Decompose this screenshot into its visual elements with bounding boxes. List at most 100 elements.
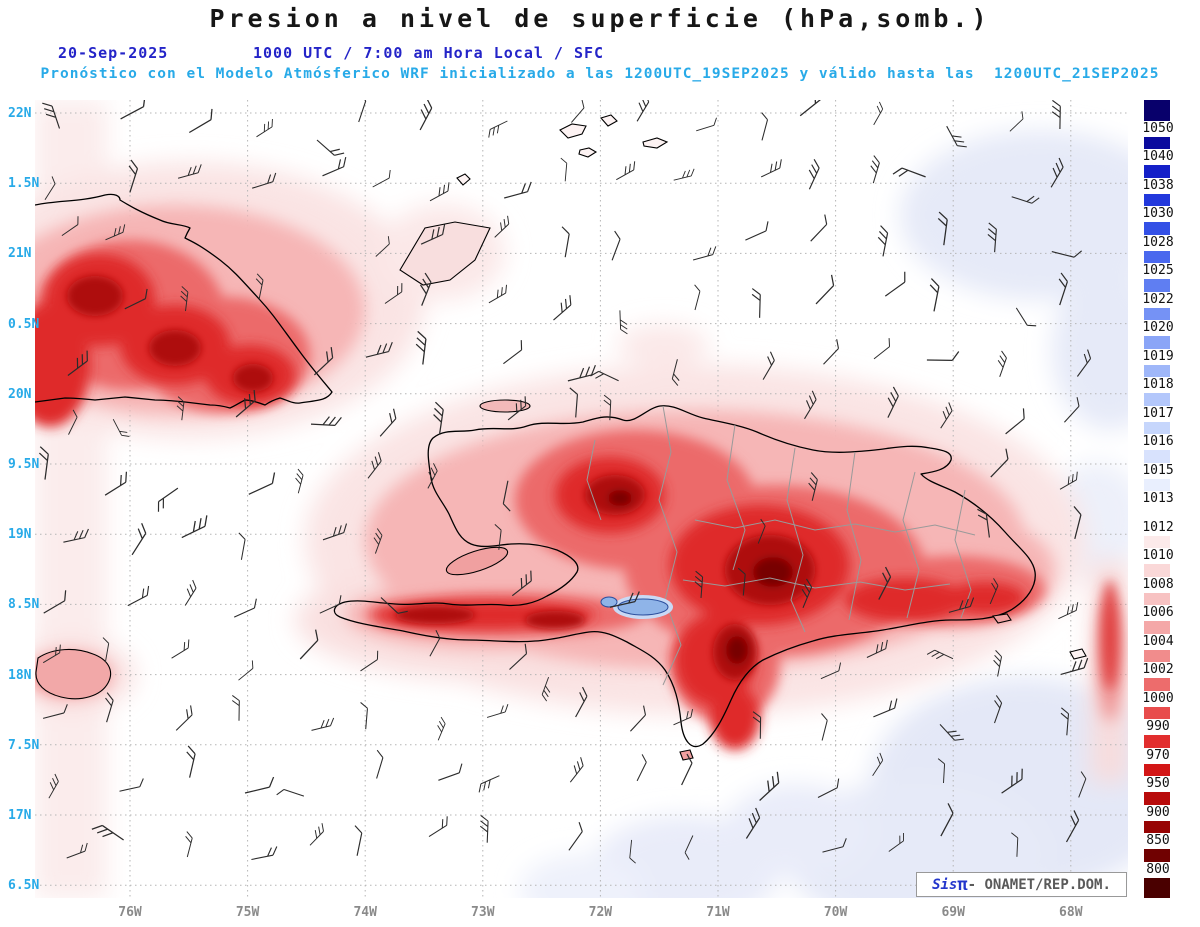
wind-barb [1009,111,1024,132]
wind-barb [801,578,813,609]
lat-label: 19N [8,527,32,543]
wind-barb [671,359,680,386]
wind-barb [419,272,432,306]
wind-barb [567,364,596,382]
wind-barb [251,846,278,861]
wind-barb [948,597,975,613]
lat-label: 9.5N [8,457,40,472]
wind-barb [929,278,940,312]
lat-label: 17N [8,808,32,823]
wind-barb [877,225,889,257]
wind-barb [989,578,999,605]
wind-barb [295,468,304,494]
wind-barb [503,340,523,365]
forecast-map [35,100,1128,898]
wind-barb [112,418,130,437]
wind-barb [636,100,650,122]
colorbar-label: 1022 [1136,291,1180,308]
wind-barb [946,125,967,148]
wind-barb [171,639,190,659]
wind-barb [509,643,528,670]
wind-barb [42,704,68,719]
wind-barb [745,221,769,241]
colorbar-label: 1000 [1136,690,1180,707]
wind-barb [1050,157,1064,188]
wind-barb [1001,768,1023,794]
wind-barb [309,823,324,846]
wind-barb [479,814,489,843]
colorbar-label: 1019 [1136,348,1180,365]
colorbar-label: 1013 [1136,491,1180,507]
wind-barb [176,396,185,421]
wind-barb [63,528,89,543]
lat-label: 6.5N [8,878,40,894]
wind-barb [367,452,382,479]
wind-barb [616,161,636,181]
hispaniola-coastline [333,405,1036,748]
colorbar-label: 1015 [1136,462,1180,479]
lat-label: 20N [8,386,32,402]
wind-barb [124,288,148,310]
wind-barb [939,724,964,741]
saona-island [992,613,1012,624]
wind-barb [737,567,746,596]
wind-barb [553,295,572,321]
wind-barb [799,100,822,117]
wind-barb [184,579,197,606]
wind-barb [175,705,193,731]
colorbar-label: 1016 [1136,434,1180,450]
colorbar-label: 970 [1136,747,1180,764]
wind-barb [1078,771,1087,798]
wind-barb [560,157,568,182]
lon-label: 74W [353,905,377,920]
wind-barb [590,370,619,382]
wind-barb [808,159,820,190]
wind-barb [820,662,842,680]
wind-barb [673,168,695,181]
wind-barb [504,181,532,199]
wind-barb [808,472,818,501]
colorbar-label: 1008 [1136,576,1180,593]
wind-barb [238,532,246,560]
wind-barb [322,156,347,177]
wind-barb [131,523,147,556]
wind-barb [438,763,463,781]
wind-barb [926,351,960,361]
wind-barb [1073,506,1082,540]
wind-barb [380,597,408,614]
wind-barb [761,112,769,141]
wind-barb [311,717,335,731]
wind-barb [694,284,701,311]
wind-barb [102,637,110,663]
wind-barb [238,660,254,681]
wind-barb [696,117,717,132]
lat-label: 1.5N [8,176,40,192]
colorbar-label: 1018 [1136,377,1180,393]
lon-label: 68W [1059,905,1083,920]
wind-barb [376,749,384,779]
wind-barb [1059,471,1078,490]
colorbar-label: 1020 [1136,320,1180,336]
wind-barb [38,446,49,480]
forecast-date: 20-Sep-2025 [58,44,169,62]
wind-barb [365,341,393,358]
lat-label: 8.5N [8,597,40,613]
colorbar-label: 990 [1136,719,1180,735]
wind-barb [619,310,628,335]
gonave-island [445,546,509,576]
wind-barb [762,351,775,380]
wind-barb [43,590,67,614]
lat-label: 0.5N [8,316,40,332]
wind-barb [48,773,59,799]
wind-barb [316,139,345,156]
colorbar-label: 1028 [1136,234,1180,251]
wind-barb [940,402,953,429]
colorbar-label: 950 [1136,776,1180,792]
colorbar-label: 1040 [1136,149,1180,165]
wind-barb [692,246,717,261]
wind-barb [757,518,766,544]
wind-barb [299,629,319,660]
wind-barb [822,838,847,853]
wind-barb [420,224,446,245]
wind-barb [373,528,383,554]
